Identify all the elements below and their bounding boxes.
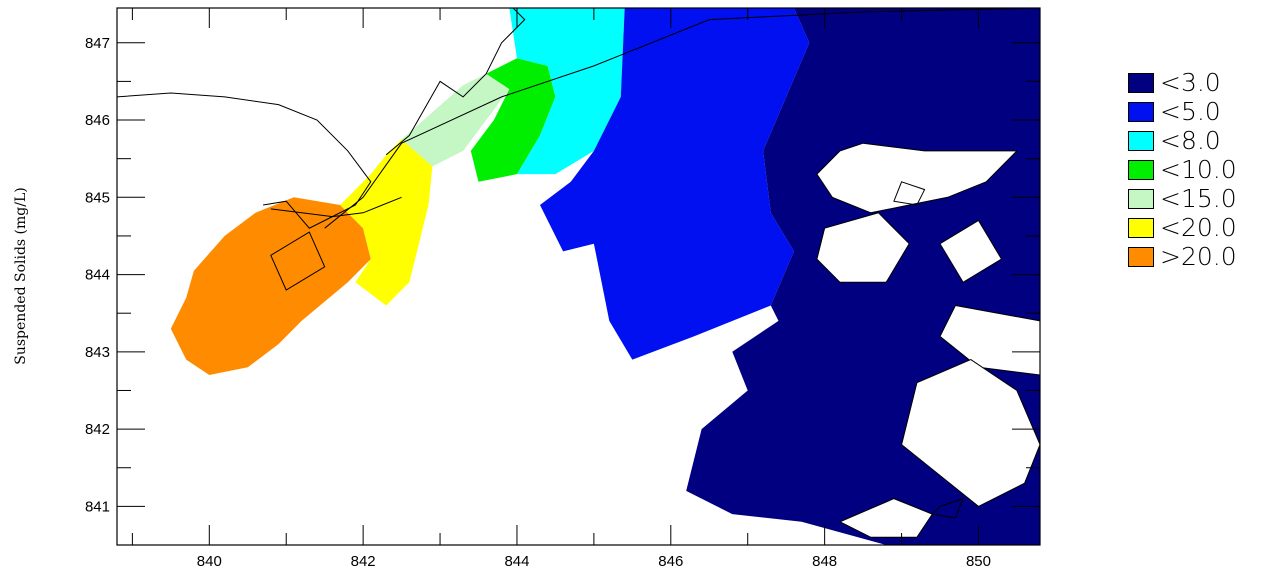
outlined-box-0: [270, 231, 326, 291]
x-tick-label: 844: [504, 553, 529, 570]
x-tick-label: 848: [812, 553, 837, 570]
legend-swatch: [1128, 101, 1154, 122]
land-hole-2: [816, 212, 910, 283]
legend-swatch: [1128, 217, 1154, 238]
plot-frame: [116, 7, 1041, 546]
legend-label: <20.0: [1160, 213, 1237, 242]
land-hole-1: [939, 219, 1003, 283]
y-tick-label: 842: [85, 421, 110, 438]
x-tick-label: 840: [197, 553, 222, 570]
legend-item: <10.0: [1128, 155, 1237, 184]
axis-ticks: 840 842 844 846 848 850 841 842 843 844 845 846 847: [85, 8, 1040, 570]
legend-item: <3.0: [1128, 68, 1237, 97]
legend-label: <15.0: [1160, 184, 1237, 213]
coastline-0: [117, 92, 372, 229]
plume-region-2: [401, 73, 510, 167]
legend-item: >20.0: [1128, 242, 1237, 271]
land-hole-0: [816, 142, 1019, 214]
outlined-box-1: [893, 181, 926, 206]
legend-swatch: [1128, 130, 1154, 151]
plume-region-4: [509, 8, 625, 175]
plume-region-0: [170, 197, 371, 375]
x-tick-label: 850: [966, 553, 991, 570]
legend-label: <8.0: [1160, 126, 1221, 155]
outlined-box-2: [931, 497, 964, 519]
x-tick-label: 842: [351, 553, 376, 570]
plume-region-3: [470, 58, 556, 182]
y-tick-label: 847: [85, 35, 110, 52]
legend-item: <8.0: [1128, 126, 1237, 155]
coastline-and-transect-lines: [117, 8, 1040, 519]
legend-item: <20.0: [1128, 213, 1237, 242]
legend-swatch: [1128, 159, 1154, 180]
legend-swatch: [1128, 72, 1154, 93]
legend-item: <5.0: [1128, 97, 1237, 126]
legend-swatch: [1128, 246, 1154, 267]
transect-line-0: [324, 8, 1040, 229]
legend: <3.0 <5.0 <8.0 <10.0 <15.0 <20.0 >20.0: [1128, 68, 1237, 271]
land-hole-4: [901, 359, 1040, 507]
legend-label: >20.0: [1160, 242, 1237, 271]
legend-item: <15.0: [1128, 184, 1237, 213]
land-hole-3: [939, 304, 1040, 376]
y-tick-label: 846: [85, 112, 110, 129]
plume-region-1: [340, 139, 433, 306]
x-tick-label: 846: [658, 553, 683, 570]
coastline-1: [385, 8, 526, 156]
land-hole-5: [838, 498, 934, 538]
y-tick-label: 845: [85, 189, 110, 206]
land-holes: [816, 142, 1040, 538]
transect-line-1: [270, 196, 402, 218]
legend-swatch: [1128, 188, 1154, 209]
y-tick-label: 843: [85, 344, 110, 361]
legend-label: <10.0: [1160, 155, 1237, 184]
legend-label: <3.0: [1160, 68, 1221, 97]
y-tick-label: 841: [85, 498, 110, 515]
y-axis-label: Suspended Solids (mg/L): [13, 187, 29, 364]
legend-label: <5.0: [1160, 97, 1221, 126]
y-tick-label: 844: [85, 267, 110, 284]
plume-region-5: [540, 8, 810, 360]
